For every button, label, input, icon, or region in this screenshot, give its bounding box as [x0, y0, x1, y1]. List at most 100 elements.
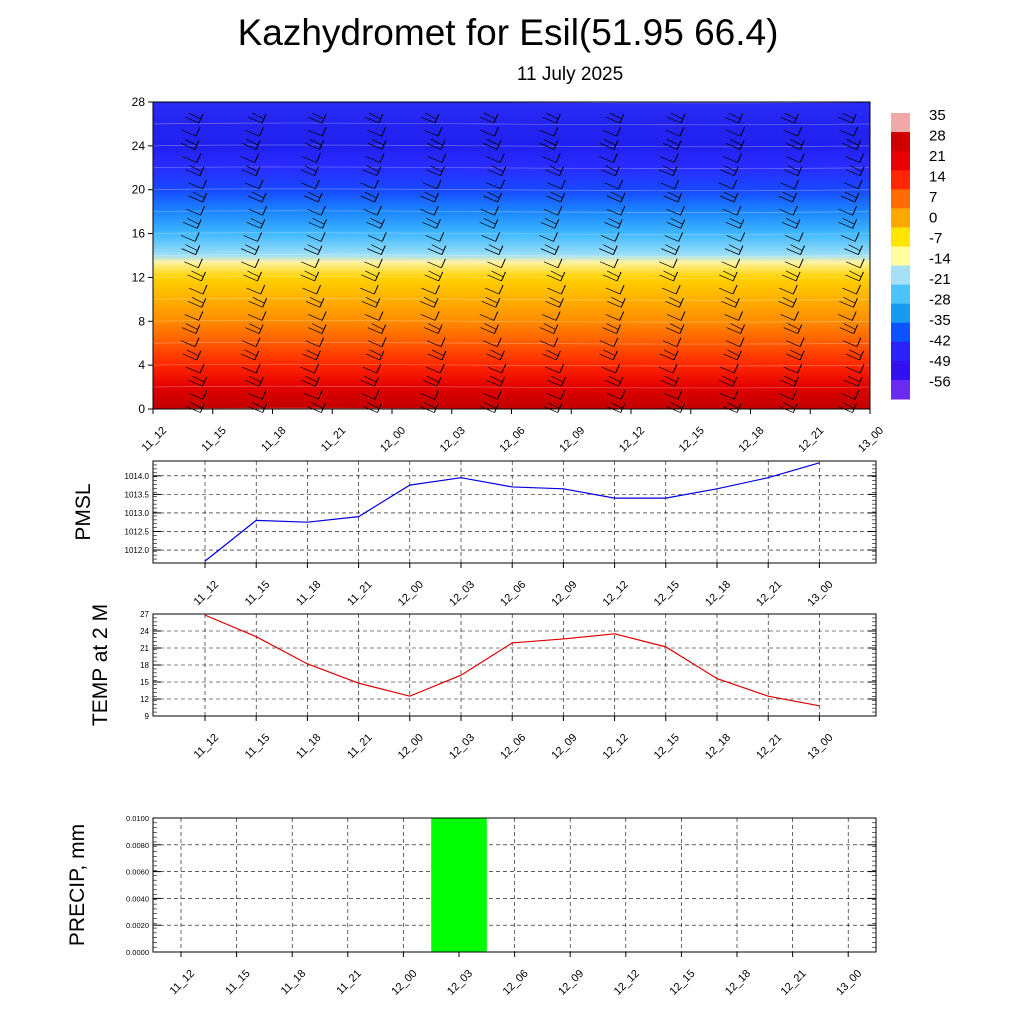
- wind-barb-staff: [314, 258, 320, 268]
- wind-barb-staff: [612, 245, 618, 255]
- wind-barb-flag: [422, 182, 438, 190]
- colorbar-swatch: [891, 227, 910, 247]
- colorbar-label: 14: [929, 169, 946, 186]
- wind-barb-flag: [842, 112, 855, 120]
- wind-barb-flag: [305, 143, 320, 150]
- y-tick-label: 1012.5: [125, 527, 150, 536]
- wind-barb-flag: [367, 340, 383, 348]
- x-tick-label: 12_15: [652, 579, 682, 609]
- wind-barb-staff: [732, 179, 738, 190]
- wind-barb-flag: [780, 314, 795, 321]
- wind-barb-staff: [792, 192, 798, 203]
- chart-subtitle: 11 July 2025: [516, 64, 624, 85]
- wind-barb-flag: [778, 300, 793, 308]
- wind-barb-staff: [374, 271, 380, 282]
- y-tick-label: 0: [138, 402, 145, 416]
- x-tick-label: 12_15: [652, 732, 682, 762]
- wind-barb-staff: [673, 271, 679, 282]
- wind-barb-staff: [500, 271, 506, 282]
- wind-barb-flag: [420, 393, 435, 400]
- wind-barb-staff: [619, 113, 625, 124]
- wind-barb-staff: [854, 232, 860, 242]
- y-tick-label: 16: [132, 227, 146, 241]
- wind-barb-flag: [242, 143, 257, 150]
- y-tick-label: 20: [132, 183, 146, 197]
- wind-barb-flag: [546, 349, 559, 357]
- wind-barb-staff: [680, 403, 685, 413]
- wind-barb-flag: [666, 221, 681, 229]
- wind-barb-flag: [420, 406, 435, 413]
- wind-barb-flag: [479, 116, 495, 124]
- x-tick-label: 12_06: [501, 968, 531, 998]
- wind-barb-staff: [198, 311, 204, 321]
- wind-barb-staff: [376, 403, 382, 413]
- wind-barb-flag: [845, 353, 860, 361]
- colorbar-swatch: [891, 265, 910, 286]
- wind-barb-flag: [551, 375, 564, 383]
- wind-barb-flag: [546, 393, 561, 400]
- wind-barb-flag: [841, 235, 856, 242]
- colorbar-swatch: [891, 246, 910, 267]
- wind-barb-flag: [720, 169, 735, 177]
- wind-barb-flag: [240, 353, 255, 361]
- wind-barb-flag: [180, 143, 196, 150]
- wind-barb-flag: [300, 169, 315, 177]
- wind-barb-staff: [738, 311, 744, 321]
- wind-barb-flag: [424, 327, 439, 334]
- wind-barb-flag: [661, 248, 676, 255]
- wind-barb-flag: [423, 129, 439, 137]
- wind-barb-flag: [188, 182, 203, 190]
- contour-line: [152, 144, 871, 148]
- wind-barb-flag: [723, 270, 736, 278]
- wind-barb-staff: [498, 245, 504, 255]
- wind-barb-staff: [437, 127, 443, 137]
- wind-barb-staff: [678, 298, 684, 308]
- wind-barb-staff: [254, 350, 260, 361]
- wind-barb-flag: [306, 349, 319, 357]
- wind-barb-staff: [799, 337, 805, 347]
- wind-barb-flag: [847, 375, 861, 383]
- wind-barb-staff: [673, 153, 679, 163]
- wind-barb-staff: [494, 324, 499, 334]
- wind-barb-flag: [305, 375, 318, 383]
- wind-barb-flag: [726, 235, 741, 242]
- wind-barb-flag: [243, 235, 258, 242]
- wind-barb-staff: [677, 192, 683, 203]
- wind-barb-flag: [604, 182, 619, 190]
- x-tick-label: 12_12: [612, 968, 642, 998]
- wind-barb-flag: [370, 218, 383, 225]
- wind-barb-staff: [434, 113, 440, 124]
- wind-barb-staff: [739, 140, 745, 150]
- x-tick-label: 13_00: [805, 579, 835, 609]
- wind-barb-flag: [842, 143, 857, 150]
- wind-barb-flag: [246, 139, 259, 146]
- x-tick-label: 11_15: [243, 579, 273, 609]
- x-tick-label: 12_03: [438, 425, 468, 455]
- wind-barb-flag: [362, 366, 377, 374]
- wind-barb-flag: [606, 323, 619, 330]
- wind-barb-flag: [364, 314, 380, 321]
- wind-barb-staff: [199, 166, 205, 176]
- wind-barb-staff: [316, 284, 322, 295]
- precip-bar: [431, 818, 487, 952]
- wind-barb-staff: [496, 337, 502, 347]
- wind-barb-flag: [543, 139, 556, 146]
- wind-barb-staff: [859, 153, 864, 163]
- wind-barb-flag: [304, 195, 319, 203]
- wind-barb-staff: [376, 205, 382, 216]
- wind-barb-staff: [672, 363, 678, 374]
- wind-barb-flag: [786, 156, 801, 163]
- wind-barb-flag: [360, 287, 375, 295]
- wind-barb-flag: [779, 406, 794, 413]
- wind-barb-staff: [315, 350, 321, 361]
- wind-barb-flag: [244, 182, 260, 190]
- wind-barb-staff: [319, 337, 325, 347]
- wind-barb-staff: [797, 127, 803, 137]
- y-tick-label: 0.0040: [126, 894, 149, 903]
- wind-barb-flag: [185, 323, 199, 330]
- wind-barb-flag: [781, 221, 797, 229]
- wind-barb-flag: [182, 156, 197, 163]
- wind-barb-flag: [241, 366, 257, 374]
- wind-barb-flag: [546, 195, 561, 203]
- wind-barb-flag: [843, 379, 859, 387]
